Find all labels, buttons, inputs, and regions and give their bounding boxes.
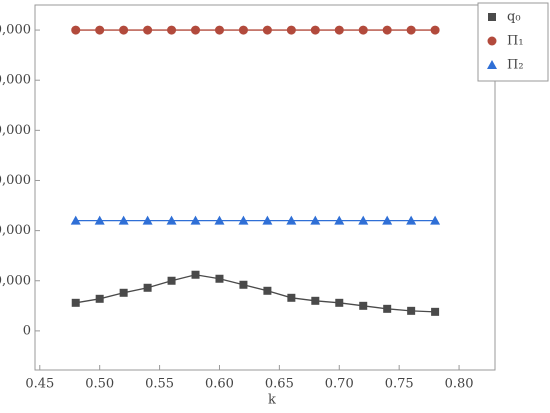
data-point: [119, 25, 129, 35]
data-point: [71, 298, 80, 307]
data-point: [430, 215, 441, 225]
y-tick-label: 0: [23, 323, 31, 338]
data-point: [382, 215, 393, 225]
data-point: [431, 307, 440, 316]
data-point: [215, 274, 224, 283]
x-tick-label: 0.45: [25, 377, 54, 392]
legend-marker: [487, 60, 497, 69]
x-tick-label: 0.65: [265, 377, 294, 392]
data-point: [191, 25, 201, 35]
data-point: [406, 25, 416, 35]
data-point: [214, 25, 224, 35]
x-tick-label: 0.50: [85, 377, 114, 392]
data-point: [407, 306, 416, 315]
data-point: [238, 25, 248, 35]
series-line: [75, 274, 436, 313]
data-point: [263, 286, 272, 295]
data-point: [166, 215, 177, 225]
data-point: [262, 215, 273, 225]
data-point: [118, 215, 129, 225]
data-point: [311, 296, 320, 305]
x-tick-label: 0.80: [445, 377, 474, 392]
data-point: [142, 215, 153, 225]
data-point: [358, 215, 369, 225]
x-tick-label: 0.55: [145, 377, 174, 392]
legend-label: Π₂: [507, 58, 524, 73]
data-point: [262, 25, 272, 35]
y-tick-label: 300,000: [0, 23, 31, 38]
data-point: [71, 25, 81, 35]
data-point: [191, 270, 200, 279]
data-point: [95, 25, 105, 35]
x-tick-label: 0.60: [205, 377, 234, 392]
data-point: [70, 215, 81, 225]
data-point: [94, 215, 105, 225]
data-point: [406, 215, 417, 225]
data-point: [287, 293, 296, 302]
data-point: [167, 276, 176, 285]
data-point: [190, 215, 201, 225]
data-point: [286, 215, 297, 225]
y-tick-label: 250,000: [0, 73, 31, 88]
y-tick-label: 150,000: [0, 173, 31, 188]
legend-label: q₀: [507, 10, 521, 25]
data-point: [143, 283, 152, 292]
data-point: [310, 25, 320, 35]
data-point: [119, 288, 128, 297]
data-point: [167, 25, 177, 35]
plot-frame: [34, 4, 496, 371]
data-point: [238, 215, 249, 225]
data-point: [334, 25, 344, 35]
data-point: [286, 25, 296, 35]
y-tick-label: 200,000: [0, 123, 31, 138]
data-point: [335, 298, 344, 307]
data-point: [383, 304, 392, 313]
legend-label: Π₁: [507, 34, 524, 49]
data-point: [95, 294, 104, 303]
data-point: [239, 280, 248, 289]
data-point: [143, 25, 153, 35]
data-point: [359, 301, 368, 310]
x-tick-label: 0.75: [385, 377, 414, 392]
data-point: [214, 215, 225, 225]
x-axis-label: k: [268, 393, 276, 408]
data-point: [430, 25, 440, 35]
data-point: [334, 215, 345, 225]
y-tick-label: 50,000: [0, 273, 31, 288]
legend-marker: [488, 13, 496, 21]
data-point: [310, 215, 321, 225]
data-point: [382, 25, 392, 35]
x-tick-label: 0.70: [325, 377, 354, 392]
y-tick-label: 100,000: [0, 223, 31, 238]
legend-marker: [487, 36, 497, 46]
data-point: [358, 25, 368, 35]
